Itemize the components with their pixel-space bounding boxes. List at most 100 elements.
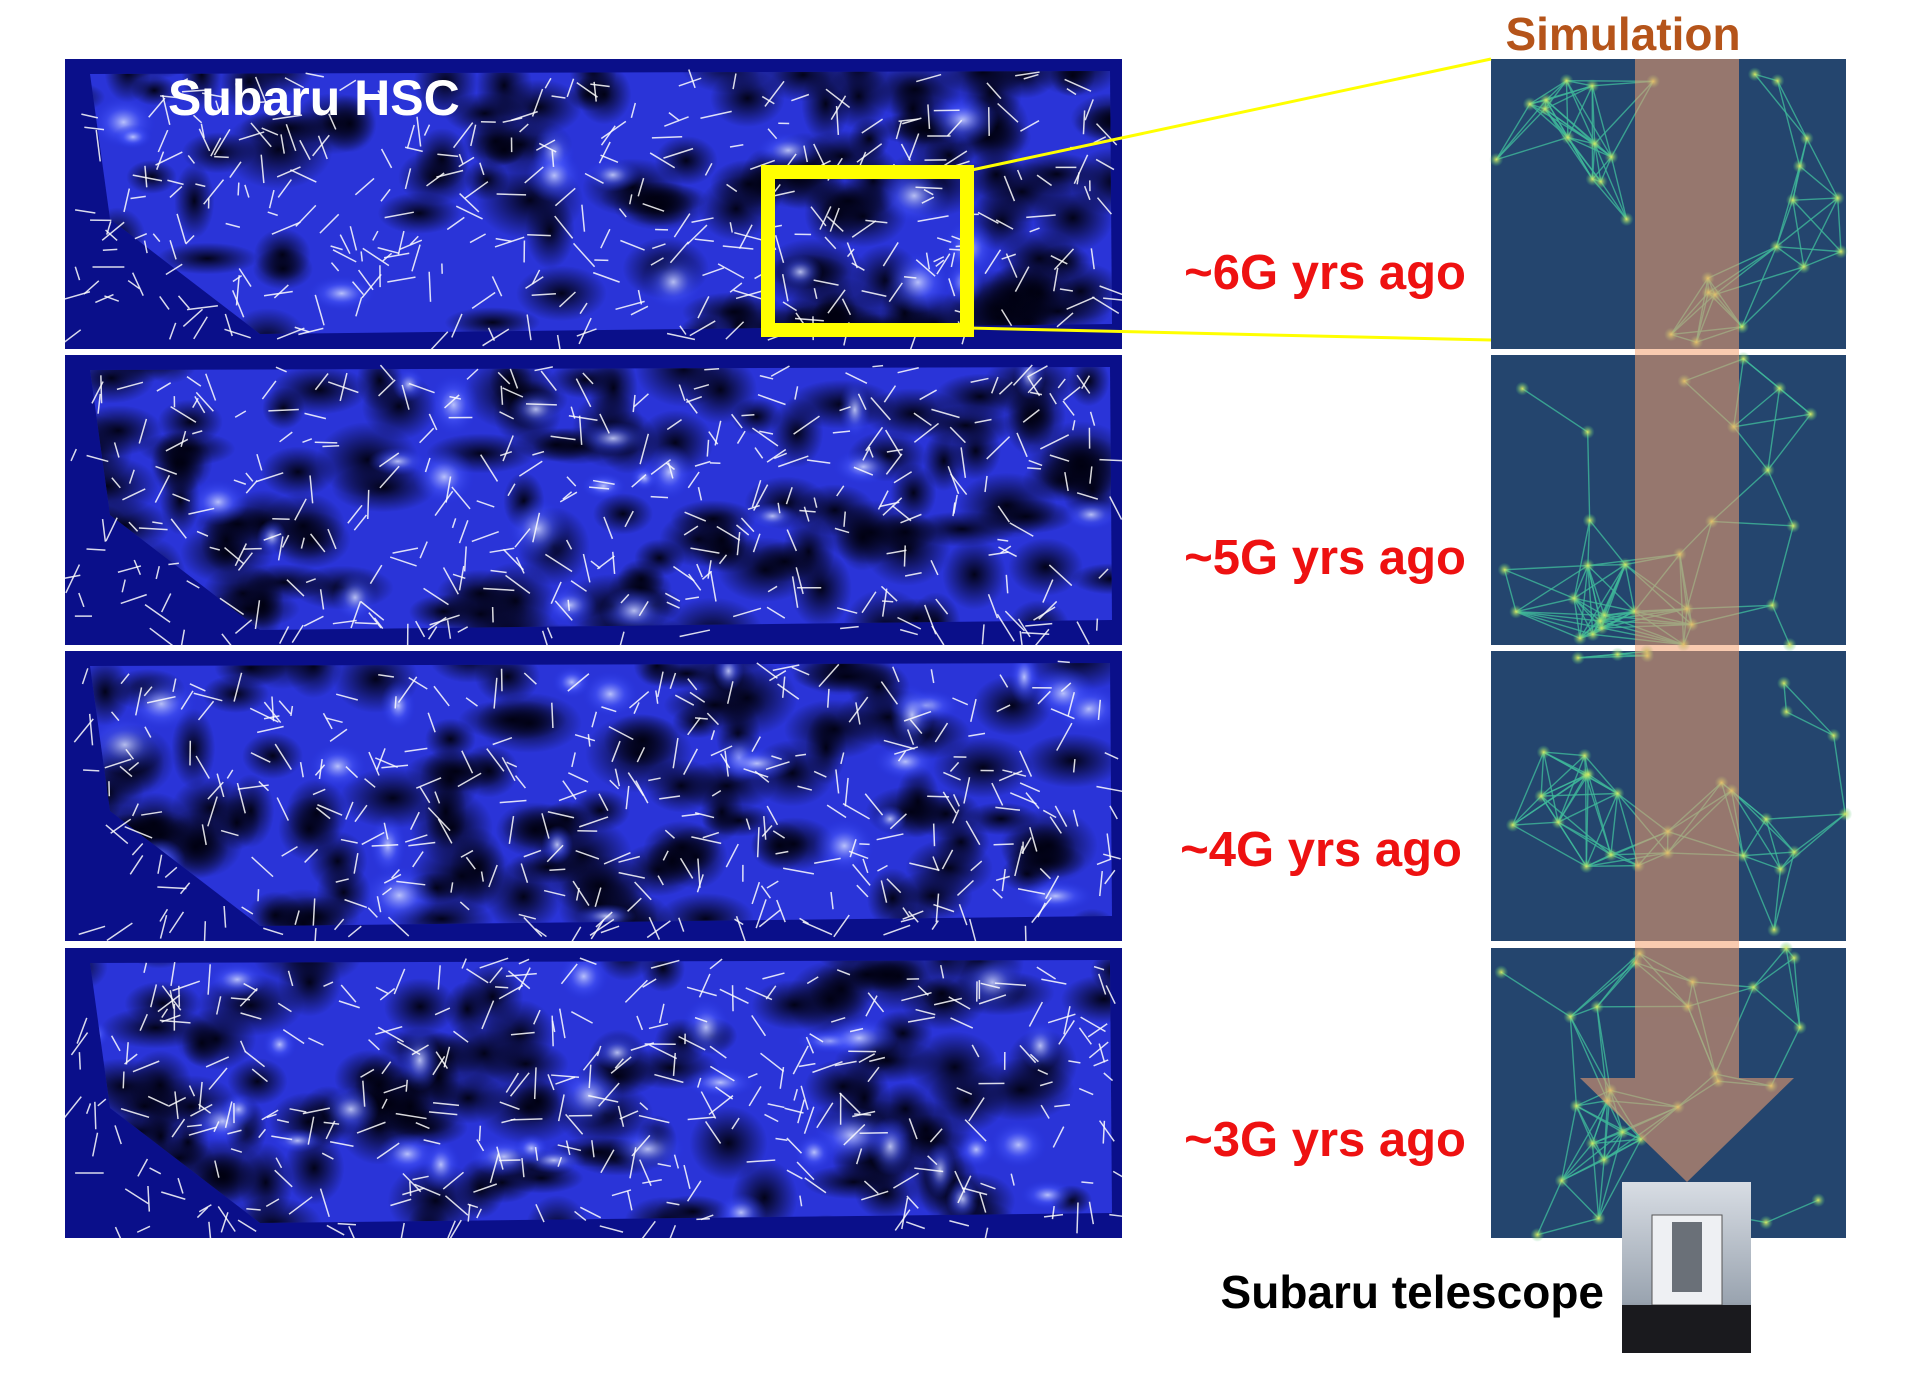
shear-stick xyxy=(378,673,395,678)
shear-stick xyxy=(457,772,482,788)
shear-stick xyxy=(375,757,399,769)
shear-stick xyxy=(419,541,428,559)
dark-region xyxy=(932,736,1033,799)
shear-stick xyxy=(224,328,251,339)
shear-stick xyxy=(1019,1044,1037,1064)
shear-stick xyxy=(395,1112,427,1120)
shear-stick xyxy=(497,371,511,385)
filament xyxy=(1561,1131,1623,1182)
shear-stick xyxy=(143,962,148,974)
shear-stick xyxy=(826,688,830,708)
shear-stick xyxy=(960,447,967,478)
shear-stick xyxy=(672,565,695,582)
shear-stick xyxy=(336,693,358,701)
shear-stick xyxy=(326,1224,345,1236)
shear-stick xyxy=(305,578,316,584)
shear-stick xyxy=(161,94,171,126)
shear-stick xyxy=(933,997,963,1006)
shear-stick xyxy=(230,1148,243,1153)
shear-stick xyxy=(781,273,789,302)
dark-region xyxy=(923,960,966,985)
shear-stick xyxy=(624,979,648,1003)
halo xyxy=(1787,845,1802,860)
shear-stick xyxy=(683,748,698,775)
shear-stick xyxy=(459,901,470,911)
filament xyxy=(1585,774,1589,867)
shear-stick xyxy=(650,495,669,499)
shear-stick xyxy=(749,159,776,171)
shear-stick xyxy=(519,123,529,133)
shear-stick xyxy=(759,430,774,435)
filament xyxy=(1783,682,1835,737)
shear-stick xyxy=(865,219,888,224)
shear-stick xyxy=(805,1036,815,1054)
shear-stick xyxy=(751,427,779,447)
shear-stick xyxy=(367,489,370,519)
shear-stick xyxy=(1004,610,1026,632)
bright-peak xyxy=(831,448,896,486)
shear-stick xyxy=(134,687,143,716)
shear-stick xyxy=(1091,296,1120,315)
shear-stick xyxy=(663,147,694,159)
shear-stick xyxy=(1103,1072,1114,1082)
shear-stick xyxy=(443,1046,451,1068)
filament xyxy=(1799,165,1839,199)
shear-stick xyxy=(706,712,720,726)
shear-stick xyxy=(782,867,815,875)
shear-stick xyxy=(1056,722,1073,751)
shear-stick xyxy=(1063,386,1081,401)
shear-stick xyxy=(461,750,474,774)
shear-stick xyxy=(220,1212,229,1233)
shear-stick xyxy=(508,815,515,844)
filament xyxy=(1573,564,1626,599)
filament xyxy=(1837,197,1842,252)
filament xyxy=(1603,1138,1642,1161)
shear-stick xyxy=(267,211,278,217)
shear-stick xyxy=(988,551,1009,556)
shear-stick xyxy=(319,213,340,234)
shear-stick xyxy=(630,102,637,118)
shear-stick xyxy=(1053,248,1075,271)
shear-stick xyxy=(70,448,78,462)
shear-stick xyxy=(1047,1013,1076,1024)
shear-stick xyxy=(863,1180,879,1195)
shear-stick xyxy=(571,752,576,768)
shear-stick xyxy=(726,681,734,704)
shear-stick xyxy=(415,620,426,638)
shear-stick xyxy=(791,666,810,676)
shear-stick xyxy=(268,408,299,412)
filament xyxy=(1775,197,1839,248)
shear-stick xyxy=(282,1029,305,1045)
shear-stick xyxy=(1000,309,1013,327)
shear-stick xyxy=(389,556,417,567)
shear-stick xyxy=(995,806,1021,811)
shear-stick xyxy=(502,435,514,462)
shear-stick xyxy=(223,905,227,928)
shear-stick xyxy=(1066,296,1095,310)
shear-stick xyxy=(196,1206,209,1219)
shear-stick xyxy=(634,881,652,901)
filament xyxy=(1560,1105,1578,1181)
shear-stick xyxy=(514,528,531,548)
shear-stick xyxy=(702,267,725,277)
shear-stick xyxy=(799,509,816,513)
shear-stick xyxy=(786,1169,803,1180)
shear-stick xyxy=(584,172,604,184)
shear-stick xyxy=(968,732,986,737)
shear-stick xyxy=(337,1222,356,1226)
shear-stick xyxy=(429,614,460,626)
filament xyxy=(1591,1143,1600,1219)
shear-stick xyxy=(434,490,454,516)
shear-stick xyxy=(533,1009,541,1025)
shear-stick xyxy=(122,488,146,501)
filament xyxy=(1767,469,1794,527)
shear-stick xyxy=(706,439,710,457)
shear-stick xyxy=(347,925,362,938)
shear-stick xyxy=(390,1198,412,1207)
halo xyxy=(1551,815,1566,830)
filament xyxy=(1765,818,1795,853)
shear-stick xyxy=(155,465,178,475)
shear-stick xyxy=(935,893,940,923)
shear-stick xyxy=(763,816,767,840)
shear-stick xyxy=(935,259,945,267)
